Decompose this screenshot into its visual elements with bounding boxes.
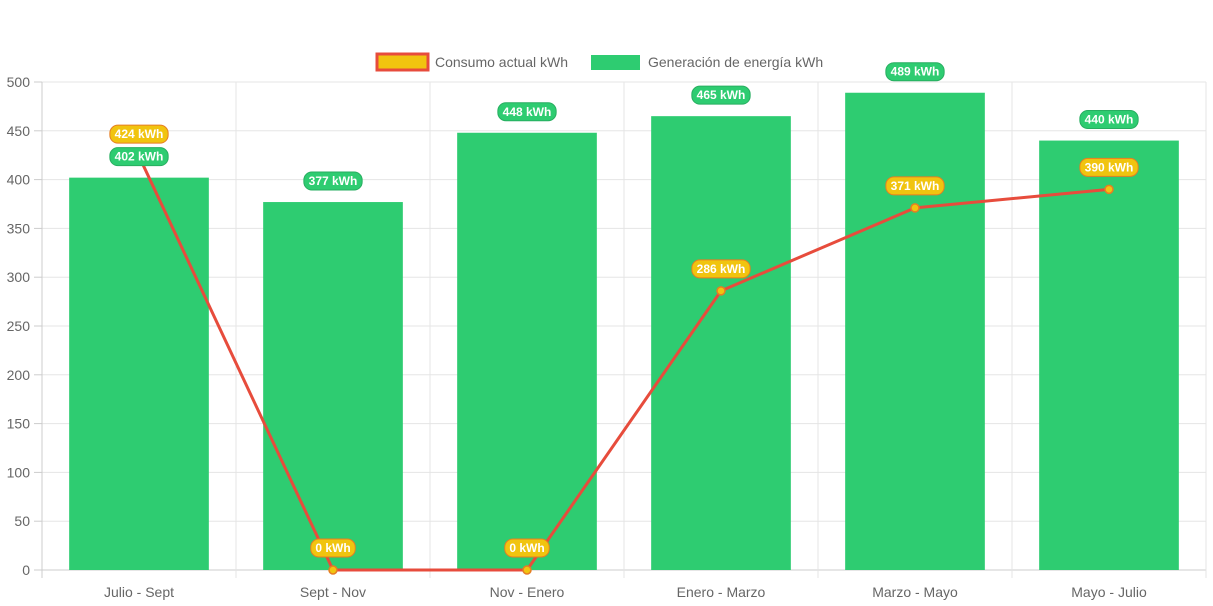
bar[interactable] — [845, 92, 985, 571]
x-tick-label: Marzo - Mayo — [872, 584, 958, 600]
bar-data-label-text: 448 kWh — [503, 105, 552, 119]
x-tick-label: Enero - Marzo — [677, 584, 766, 600]
bar[interactable] — [263, 202, 403, 570]
bar-data-label-text: 465 kWh — [697, 88, 746, 102]
bar-data-label-bg — [885, 62, 945, 82]
bar-data-label-text: 489 kWh — [891, 65, 940, 79]
axes: 0 50 100 150 200 250 300 350 400 450 500 Julio - Se… — [7, 74, 1147, 600]
bar[interactable] — [651, 116, 791, 570]
line-data-label: 371 kWh — [885, 176, 945, 196]
bar-data-label: 465 kWh — [691, 85, 751, 105]
bar[interactable] — [1039, 140, 1179, 570]
line-data-label: 390 kWh — [1079, 157, 1139, 177]
legend-swatch-generacion — [591, 55, 640, 70]
line-data-label-text: 390 kWh — [1085, 160, 1134, 174]
line-data-label: 424 kWh — [109, 124, 169, 144]
line-point[interactable] — [910, 203, 920, 213]
bar-series — [69, 92, 1179, 571]
line-data-label: 286 kWh — [691, 259, 751, 279]
line-point[interactable] — [522, 565, 532, 575]
legend-label-consumo: Consumo actual kWh — [435, 54, 568, 70]
bar[interactable] — [69, 177, 209, 570]
line-data-label-bg — [1079, 157, 1139, 177]
bar[interactable] — [457, 132, 597, 570]
bar-data-label-bg — [303, 171, 363, 191]
bar-data-label: 489 kWh — [885, 62, 945, 82]
data-labels: 402 kWh 377 kWh 448 kWh 465 kWh 489 kWh 440 k… — [109, 62, 1139, 558]
bar-data-label-text: 402 kWh — [115, 150, 164, 164]
line-data-label-text: 424 kWh — [115, 127, 164, 141]
legend-label-generacion: Generación de energía kWh — [648, 54, 823, 70]
bar-data-label: 448 kWh — [497, 102, 557, 122]
y-tick-label: 500 — [7, 74, 31, 90]
bar-data-label-bg — [691, 85, 751, 105]
line-point[interactable] — [1104, 184, 1114, 195]
y-tick-label: 350 — [7, 220, 31, 236]
legend-item-consumo[interactable]: Consumo actual kWh — [375, 52, 568, 72]
bar-data-label: 377 kWh — [303, 171, 363, 191]
line-data-label-text: 371 kWh — [891, 179, 940, 193]
line-path — [137, 155, 1110, 572]
y-tick-label: 300 — [7, 269, 31, 285]
bar-data-label-bg — [109, 147, 169, 167]
y-tick-label: 250 — [7, 318, 31, 334]
x-tick-label: Julio - Sept — [104, 584, 174, 600]
y-tick-label: 150 — [7, 416, 31, 432]
x-tick-label: Sept - Nov — [300, 584, 366, 600]
bar-data-label-text: 377 kWh — [309, 174, 358, 188]
gridlines — [41, 81, 1207, 578]
bar-data-label: 440 kWh — [1079, 110, 1139, 130]
line-data-label-bg — [691, 259, 751, 279]
line-data-label-text: 0 kWh — [315, 541, 350, 555]
line-data-label-bg — [504, 538, 550, 558]
y-tick-label: 400 — [7, 172, 31, 188]
line-data-label: 0 kWh — [310, 538, 356, 558]
line-data-label: 0 kWh — [504, 538, 550, 558]
line-point[interactable] — [716, 286, 726, 296]
line-data-label-bg — [109, 124, 169, 144]
bar-data-label-text: 440 kWh — [1085, 113, 1134, 127]
line-point[interactable] — [328, 565, 338, 575]
legend-item-generacion[interactable]: Generación de energía kWh — [591, 54, 823, 70]
y-tick-label: 50 — [14, 513, 30, 529]
line-data-label-text: 286 kWh — [697, 262, 746, 276]
x-tick-label: Nov - Enero — [490, 584, 565, 600]
y-tick-label: 200 — [7, 367, 31, 383]
y-tick-label: 100 — [7, 464, 31, 480]
line-data-label-bg — [310, 538, 356, 558]
line-data-label-bg — [885, 176, 945, 196]
bar-data-label-bg — [497, 102, 557, 122]
legend: Consumo actual kWh Generación de energía… — [375, 52, 823, 72]
legend-swatch-consumo — [375, 52, 430, 72]
x-tick-label: Mayo - Julio — [1071, 584, 1147, 600]
line-data-label-text: 0 kWh — [509, 541, 544, 555]
bar-data-label: 402 kWh — [109, 147, 169, 167]
y-tick-label: 450 — [7, 123, 31, 139]
bar-data-label-bg — [1079, 110, 1139, 130]
y-tick-label: 0 — [22, 562, 30, 578]
